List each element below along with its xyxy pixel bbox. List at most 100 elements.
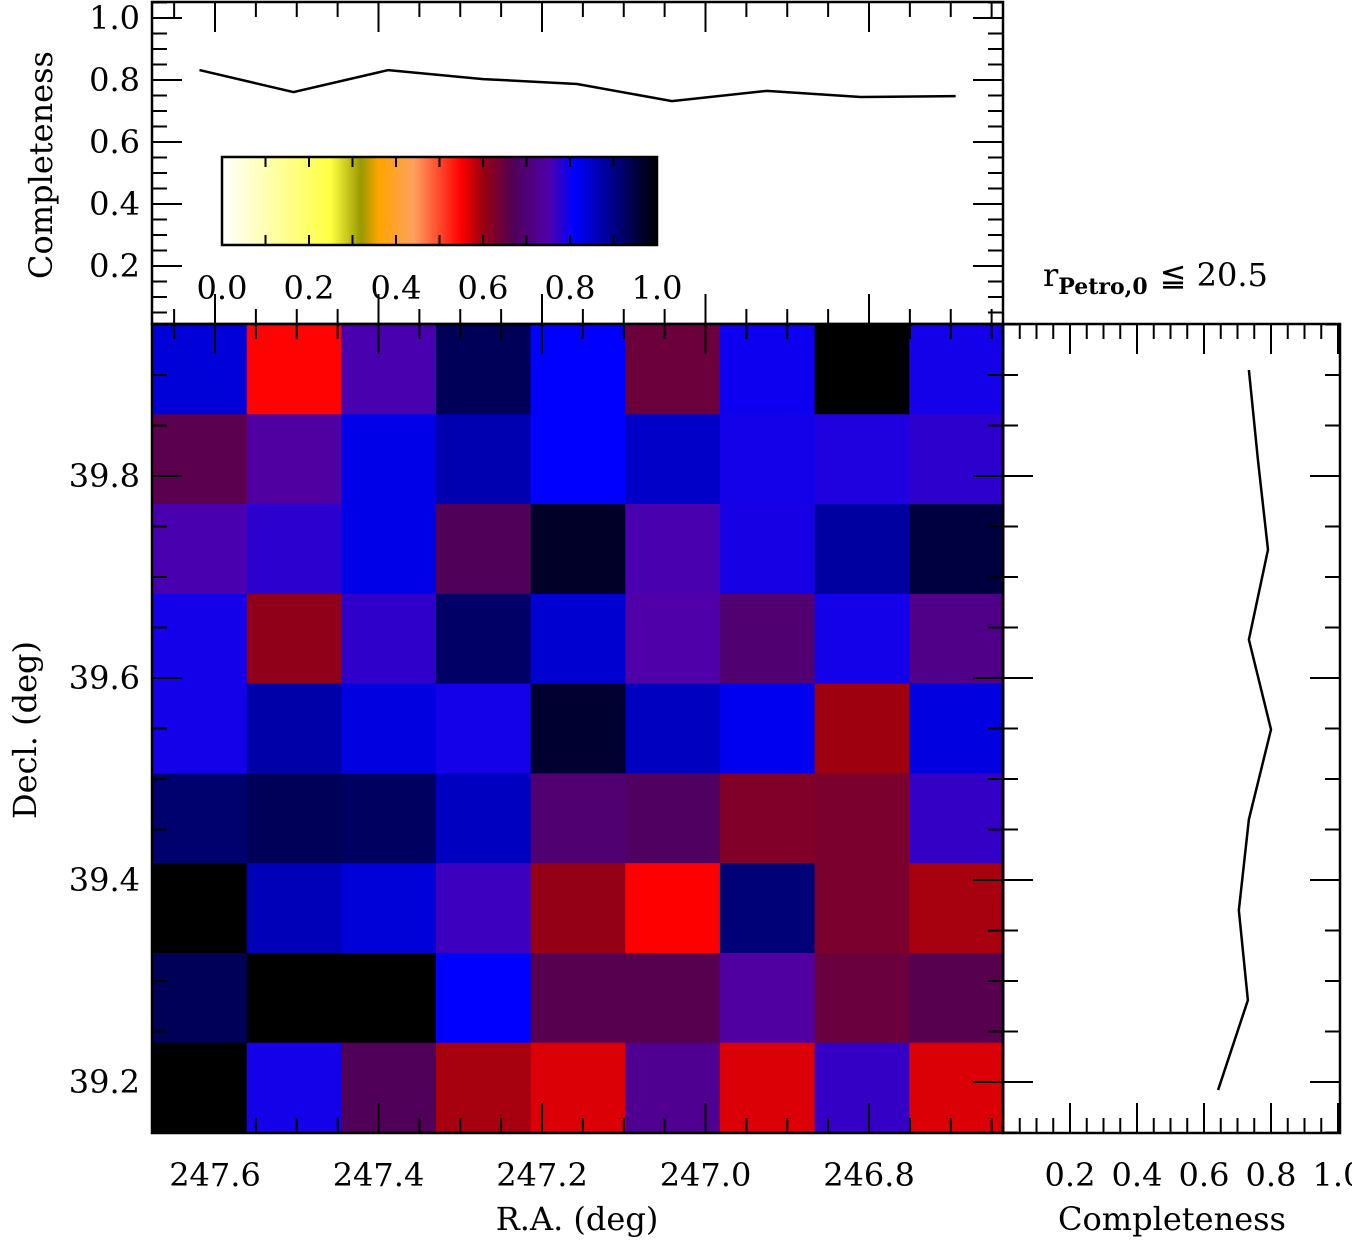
right-completeness-line <box>1216 369 1273 1091</box>
heatmap-cell <box>152 593 248 685</box>
heatmap-cell <box>246 952 342 1044</box>
heatmap-cell <box>814 773 910 864</box>
heatmap-cell <box>246 863 342 954</box>
x-tick-label: 247.2 <box>496 1156 588 1194</box>
heatmap-cell <box>341 773 437 864</box>
heatmap-cell <box>719 414 816 505</box>
heatmap-cell <box>246 773 342 864</box>
colorbar-tick-label: 0.6 <box>458 269 509 307</box>
y-tick-label: 39.2 <box>69 1063 140 1101</box>
colorbar-tick-label: 0.2 <box>284 269 335 307</box>
heatmap-cell <box>341 1042 437 1134</box>
heatmap-cell <box>152 683 248 774</box>
heatmap-cell <box>530 324 626 415</box>
heatmap-cell <box>341 324 437 415</box>
heatmap-cell <box>814 504 910 595</box>
magnitude-cut-annotation: rPetro,0 ≦ 20.5 <box>1043 256 1268 300</box>
heatmap-cell <box>719 504 816 595</box>
heatmap-cell <box>341 593 437 685</box>
heatmap-cell <box>341 952 437 1044</box>
heatmap-cell <box>530 773 626 864</box>
heatmap-cell <box>246 683 342 774</box>
heatmap-cell <box>719 683 816 774</box>
heatmap-cell <box>152 773 248 864</box>
heatmap-cell <box>625 414 721 505</box>
heatmap-cell <box>435 1042 532 1134</box>
right-x-tick-label: 0.2 <box>1045 1156 1096 1194</box>
tick-labels: 247.6 247.4 247.2 247.0 246.8 39.2 39.4 39.6 39.… <box>69 0 1352 1194</box>
heatmap-cell <box>246 414 342 505</box>
heatmap-cell <box>341 414 437 505</box>
heatmap-cell <box>625 683 721 774</box>
heatmap-cell <box>435 863 532 954</box>
heatmap-cell <box>435 683 532 774</box>
top-y-tick-label: 0.2 <box>89 247 140 285</box>
heatmap-cell <box>719 1042 816 1134</box>
heatmap-cell <box>909 593 1005 685</box>
heatmap-cell <box>814 683 910 774</box>
heatmap-cell <box>246 504 342 595</box>
heatmap-cell <box>530 414 626 505</box>
heatmap-cell <box>530 863 626 954</box>
y-tick-label: 39.6 <box>69 659 140 697</box>
x-tick-label: 246.8 <box>823 1156 915 1194</box>
heatmap-cell <box>814 952 910 1044</box>
top-completeness-line <box>199 68 956 103</box>
heatmap-cell <box>530 593 626 685</box>
heatmap-cell <box>152 414 248 505</box>
colorbar-tick-label: 1.0 <box>632 269 683 307</box>
annotation-relation: ≦ 20.5 <box>1160 256 1268 294</box>
heatmap-cell <box>625 593 721 685</box>
heatmap-cell <box>435 952 532 1044</box>
heatmap-cell <box>435 773 532 864</box>
heatmap-cell <box>625 952 721 1044</box>
heatmap-cell <box>152 863 248 954</box>
heatmap-cell <box>152 324 248 415</box>
heatmap-cell <box>814 593 910 685</box>
colorbar-gradient <box>220 155 659 247</box>
top-y-tick-label: 0.8 <box>89 61 140 99</box>
heatmap-cell <box>530 1042 626 1134</box>
heatmap-cell <box>152 1042 248 1134</box>
heatmap-cell <box>814 324 910 415</box>
top-y-tick-label: 0.6 <box>89 123 140 161</box>
heatmap-cell <box>909 952 1005 1044</box>
right-x-axis-label: Completeness <box>1058 1200 1286 1238</box>
heatmap-cell <box>909 324 1005 415</box>
heatmap-cell <box>530 683 626 774</box>
heatmap-cell <box>719 952 816 1044</box>
x-tick-label: 247.0 <box>660 1156 752 1194</box>
main-x-axis-label: R.A. (deg) <box>496 1200 659 1238</box>
colorbar-tick-label: 0.8 <box>545 269 596 307</box>
right-x-tick-label: 0.4 <box>1112 1156 1163 1194</box>
main-y-axis-label: Decl. (deg) <box>6 641 44 819</box>
heatmap-cell <box>246 324 342 415</box>
heatmap-cell <box>814 863 910 954</box>
right-x-tick-label: 1.0 <box>1313 1156 1352 1194</box>
top-y-tick-label: 0.4 <box>89 185 140 223</box>
heatmap-cell <box>719 863 816 954</box>
heatmap-cell <box>152 952 248 1044</box>
annotation-subscript: Petro,0 <box>1058 274 1147 300</box>
annotation-main: r <box>1043 256 1059 294</box>
x-tick-label: 247.6 <box>169 1156 261 1194</box>
heatmap-cell <box>814 414 910 505</box>
x-tick-label: 247.4 <box>333 1156 425 1194</box>
heatmap-cell <box>625 504 721 595</box>
top-y-tick-label: 1.0 <box>89 0 140 37</box>
top-y-axis-label: Completeness <box>22 51 60 279</box>
heatmap-cell <box>246 1042 342 1134</box>
heatmap-cell <box>909 1042 1005 1134</box>
heatmap-cell <box>341 683 437 774</box>
heatmap-cell <box>435 593 532 685</box>
heatmap-cell <box>909 414 1005 505</box>
panel-frames <box>150 0 1342 1135</box>
colorbar-tick-label: 0.0 <box>197 269 248 307</box>
heatmap-cell <box>341 863 437 954</box>
heatmap-cell <box>341 504 437 595</box>
right-panel-frame <box>1001 322 1342 1135</box>
heatmap-cell <box>625 773 721 864</box>
heatmap-cell <box>435 504 532 595</box>
heatmap-cell <box>246 593 342 685</box>
